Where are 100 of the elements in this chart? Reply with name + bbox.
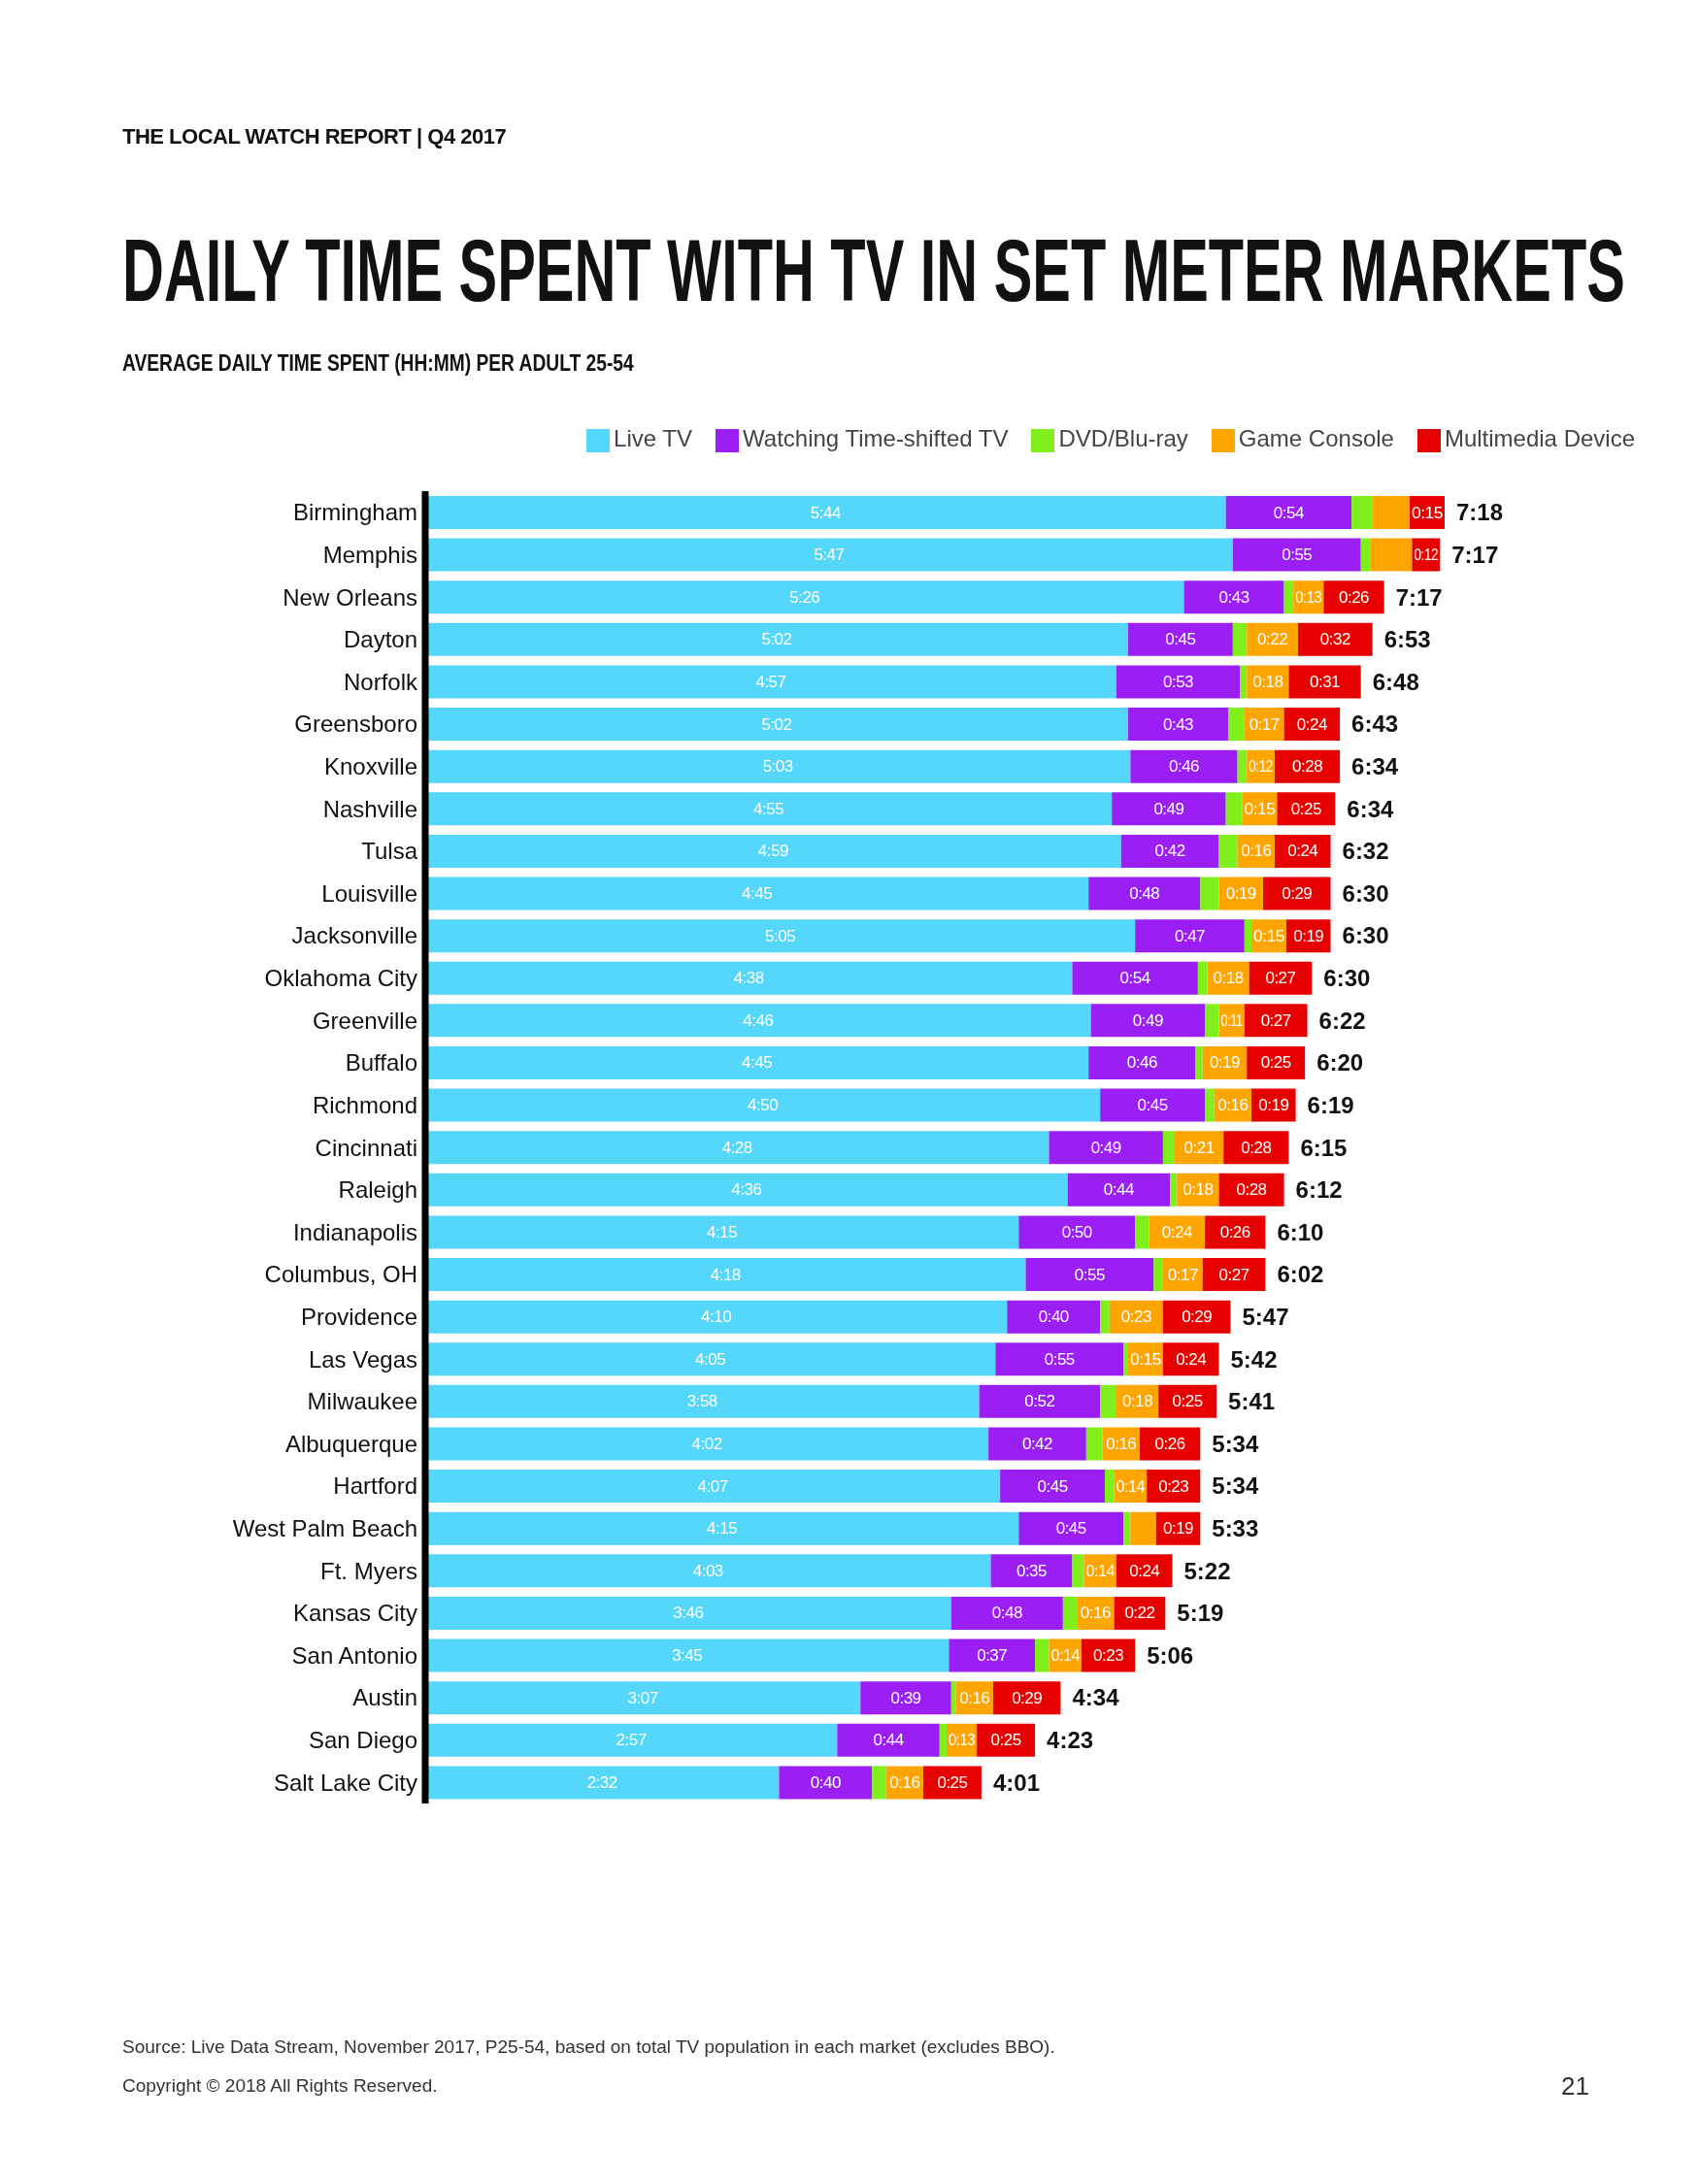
- data-label: 0:46: [1168, 757, 1200, 777]
- data-label: 0:16: [1241, 842, 1272, 861]
- data-label: 0:18: [1183, 1180, 1214, 1200]
- annotation: 4:23: [1047, 1727, 1094, 1754]
- bar: [1244, 919, 1252, 953]
- bar: [1360, 538, 1371, 572]
- data-label: 0:27: [1260, 1010, 1291, 1030]
- bar: [1018, 1215, 1136, 1249]
- bar: [1218, 1173, 1284, 1207]
- bar: [1283, 580, 1294, 614]
- data-label: 0:25: [937, 1772, 968, 1792]
- source-note: Source: Live Data Stream, November 2017, P25-54, based on total TV population in each market (excludes BBO).: [122, 2036, 1055, 2058]
- data-label: 0:14: [1085, 1561, 1116, 1580]
- data-label: 4:10: [701, 1307, 732, 1327]
- y-tick-label: Oklahoma City: [264, 965, 417, 992]
- bar: [1195, 1045, 1203, 1079]
- data-label: 0:48: [991, 1604, 1022, 1623]
- data-label: 0:24: [1129, 1561, 1160, 1580]
- bar: [1025, 1258, 1154, 1292]
- y-tick-label: West Palm Beach: [232, 1515, 417, 1542]
- data-label: 0:23: [1158, 1476, 1189, 1496]
- annotation: 5:33: [1212, 1515, 1259, 1542]
- bar: [1090, 1004, 1206, 1038]
- bar: [1035, 1638, 1049, 1672]
- bar: [1130, 749, 1238, 783]
- data-label: 0:45: [1165, 630, 1196, 649]
- data-label: 0:40: [1038, 1307, 1069, 1327]
- annotation: 6:34: [1351, 752, 1399, 779]
- bar: [1232, 538, 1361, 572]
- data-label: 0:24: [1296, 714, 1327, 734]
- y-tick-label: Hartford: [333, 1473, 417, 1500]
- annotation: 6:43: [1351, 711, 1399, 738]
- data-label: 0:21: [1183, 1138, 1215, 1157]
- bar: [1228, 708, 1245, 742]
- data-label: 0:13: [1295, 587, 1326, 607]
- data-label: 0:31: [1309, 672, 1341, 691]
- text: THE LOCAL WATCH REPORT | Q4 2017: [122, 124, 507, 149]
- bar: [779, 1766, 873, 1800]
- bar: [1112, 792, 1226, 826]
- data-label: 0:15: [1129, 1349, 1161, 1369]
- y-tick-label: Ft. Myers: [320, 1557, 417, 1584]
- bar: [1225, 792, 1243, 826]
- data-label: 0:29: [1182, 1307, 1213, 1327]
- annotation: 6:30: [1342, 879, 1389, 907]
- bar: [1197, 961, 1208, 995]
- data-label: 0:22: [1257, 630, 1288, 649]
- bar: [1202, 1258, 1266, 1292]
- data-label: 0:52: [1024, 1392, 1055, 1411]
- data-label: 4:38: [733, 969, 764, 988]
- annotation: 6:10: [1277, 1218, 1324, 1245]
- bar: [990, 1554, 1073, 1588]
- bar: [1244, 1004, 1308, 1038]
- data-label: 0:18: [1252, 672, 1283, 691]
- legend-label: Watching Time-shifted TV: [743, 425, 1009, 451]
- data-label: 0:54: [1119, 969, 1150, 988]
- data-label: 0:45: [1137, 1096, 1168, 1115]
- bar: [950, 1681, 956, 1715]
- y-tick-label: Salt Lake City: [273, 1769, 417, 1796]
- annotation: 4:01: [992, 1769, 1040, 1796]
- y-tick-label: Norfolk: [343, 668, 418, 695]
- annotation: 5:42: [1230, 1345, 1278, 1373]
- data-label: 4:03: [692, 1561, 723, 1580]
- data-label: 4:02: [691, 1434, 722, 1453]
- annotation: 7:17: [1395, 583, 1443, 611]
- bar: [1263, 877, 1331, 910]
- data-label: 5:05: [765, 926, 796, 945]
- bar: [992, 1681, 1061, 1715]
- data-label: 0:44: [873, 1731, 904, 1750]
- data-label: 5:44: [810, 503, 841, 522]
- data-label: 0:28: [1241, 1138, 1272, 1157]
- data-label: 0:12: [1249, 757, 1280, 777]
- bar: [1162, 1300, 1231, 1334]
- bar: [837, 1723, 940, 1757]
- bar: [1297, 622, 1373, 656]
- bar: [995, 1342, 1124, 1376]
- y-tick-label: Nashville: [322, 795, 417, 822]
- annotation: 6:20: [1316, 1049, 1364, 1076]
- y-tick-label: Raleigh: [338, 1176, 417, 1204]
- data-label: 0:48: [1129, 884, 1160, 904]
- text: 21: [1561, 2071, 1589, 2101]
- data-label: 0:16: [1106, 1434, 1137, 1453]
- bar: [1135, 919, 1245, 953]
- data-label: 0:16: [1080, 1604, 1111, 1623]
- data-label: 5:03: [762, 757, 793, 777]
- bar: [1372, 496, 1411, 529]
- annotation: 6:34: [1347, 795, 1395, 822]
- bar: [1225, 496, 1352, 529]
- data-label: 0:25: [1172, 1392, 1203, 1411]
- data-label: 0:28: [1292, 757, 1323, 777]
- data-label: 0:46: [1126, 1053, 1157, 1073]
- bar: [1100, 1088, 1206, 1122]
- data-label: 0:11: [1220, 1010, 1250, 1030]
- annotation: 4:34: [1072, 1684, 1120, 1711]
- bar: [1153, 1258, 1163, 1292]
- data-label: 0:24: [1287, 842, 1318, 861]
- data-label: 5:47: [814, 546, 845, 565]
- bar: [1323, 580, 1384, 614]
- data-label: 0:17: [1167, 1265, 1198, 1284]
- data-label: 3:07: [627, 1688, 658, 1707]
- data-label: 2:32: [586, 1772, 617, 1792]
